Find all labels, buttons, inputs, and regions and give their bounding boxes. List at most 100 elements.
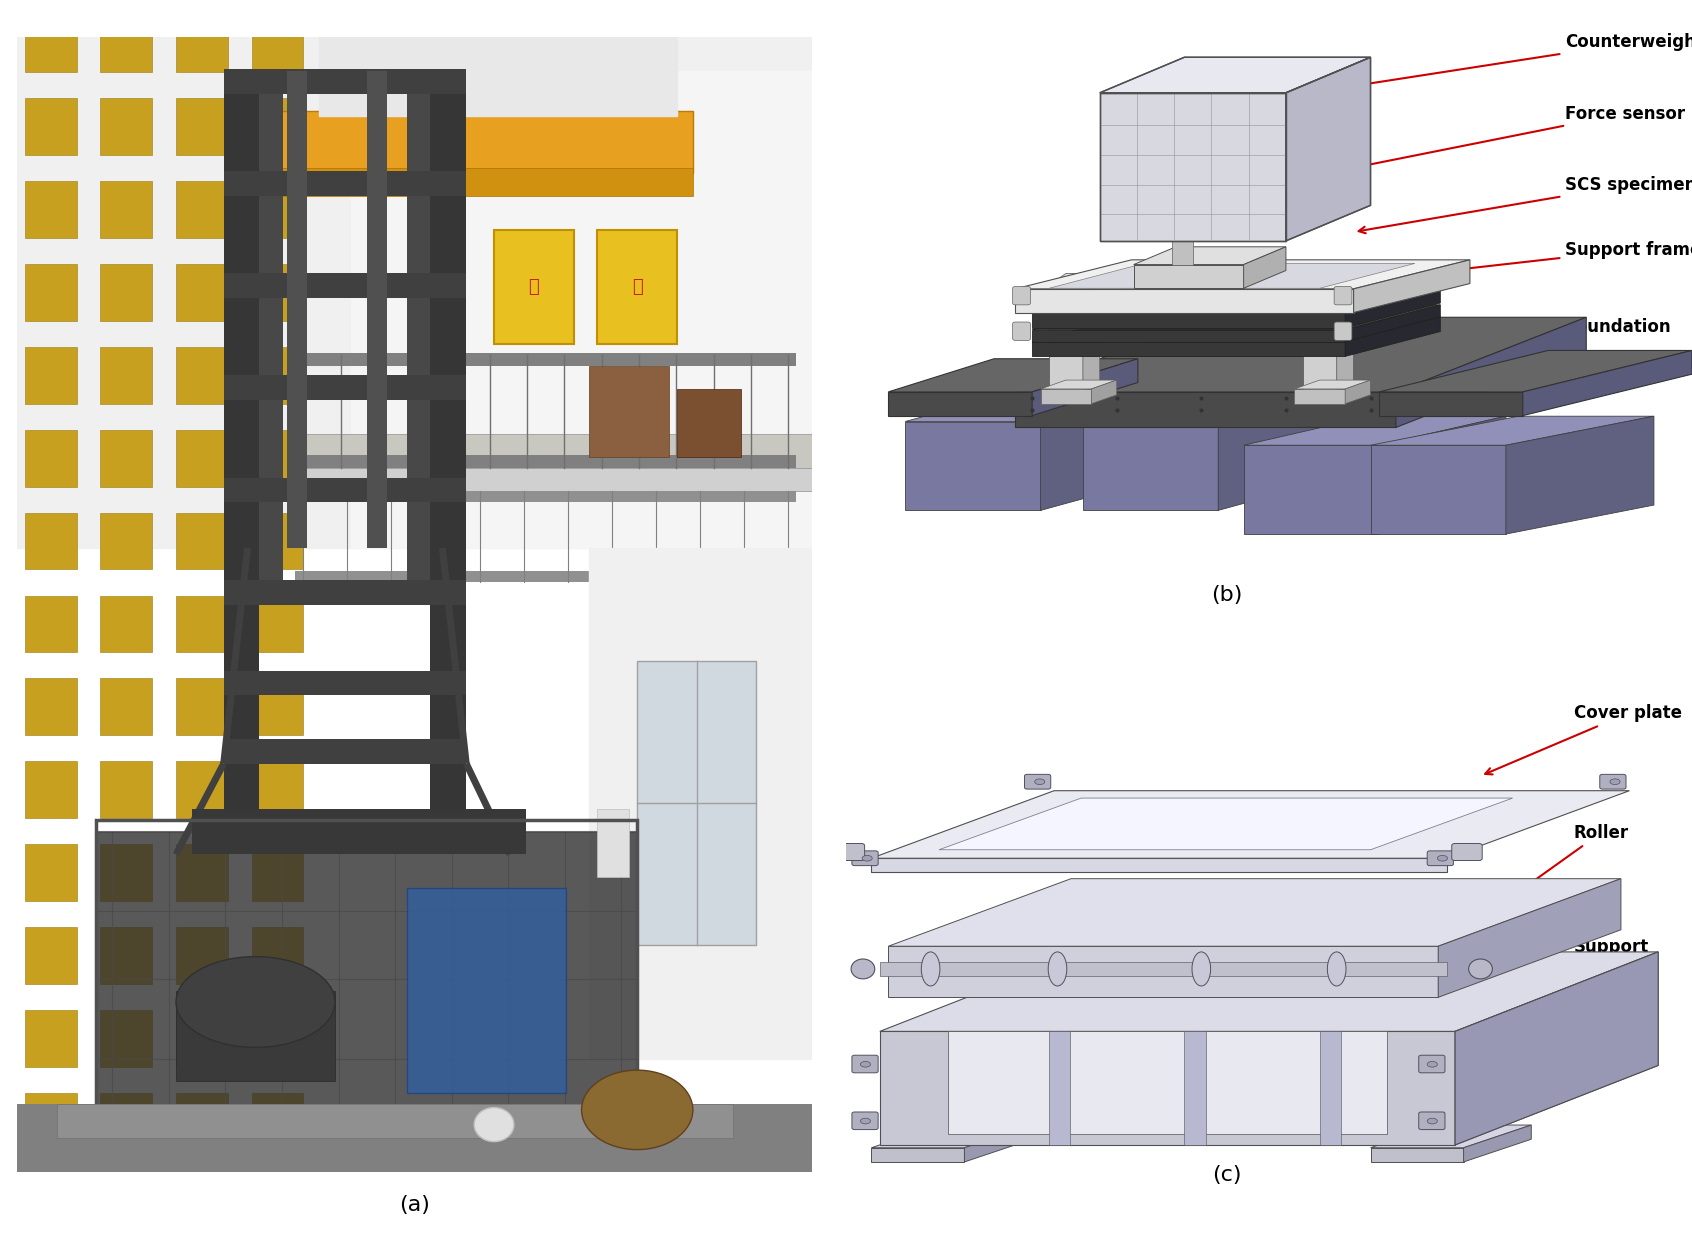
Bar xyxy=(430,72,467,832)
Bar xyxy=(223,69,467,94)
Bar xyxy=(176,429,228,486)
Bar xyxy=(252,1009,303,1066)
Polygon shape xyxy=(905,422,1041,511)
Bar xyxy=(56,1104,733,1138)
Polygon shape xyxy=(1438,879,1621,997)
Polygon shape xyxy=(1032,317,1440,342)
Bar xyxy=(176,347,228,404)
Bar xyxy=(294,455,797,469)
Polygon shape xyxy=(1041,380,1117,389)
Polygon shape xyxy=(880,951,1658,1032)
Text: (a): (a) xyxy=(399,1195,430,1215)
Ellipse shape xyxy=(920,951,941,986)
Polygon shape xyxy=(1032,342,1345,357)
Bar xyxy=(252,1093,303,1150)
Bar xyxy=(100,596,152,653)
Text: Counterweight: Counterweight xyxy=(1257,33,1692,104)
Bar xyxy=(176,761,228,818)
Bar xyxy=(17,1104,812,1172)
Bar xyxy=(176,1093,228,1150)
Bar xyxy=(25,761,76,818)
Bar xyxy=(252,927,303,983)
FancyBboxPatch shape xyxy=(1333,286,1352,305)
Polygon shape xyxy=(1371,445,1506,534)
Ellipse shape xyxy=(582,1070,692,1150)
Ellipse shape xyxy=(860,1061,870,1067)
Ellipse shape xyxy=(860,1118,870,1124)
Polygon shape xyxy=(1015,392,1396,427)
FancyBboxPatch shape xyxy=(1599,775,1626,789)
Polygon shape xyxy=(1015,317,1585,392)
Polygon shape xyxy=(1379,392,1523,416)
Bar xyxy=(176,264,228,321)
Bar xyxy=(100,1009,152,1066)
Text: (c): (c) xyxy=(1211,1165,1242,1185)
Polygon shape xyxy=(1100,57,1371,93)
Ellipse shape xyxy=(1426,1118,1438,1124)
Bar xyxy=(406,888,565,1093)
Bar xyxy=(25,429,76,486)
Bar xyxy=(871,859,1447,872)
Bar xyxy=(25,512,76,569)
Bar xyxy=(252,16,303,73)
Bar xyxy=(100,264,152,321)
Bar xyxy=(223,72,259,832)
Bar xyxy=(100,679,152,735)
Polygon shape xyxy=(871,1148,964,1162)
Text: 时: 时 xyxy=(528,278,540,296)
Polygon shape xyxy=(1345,317,1440,357)
Bar xyxy=(176,596,228,653)
FancyBboxPatch shape xyxy=(1418,1112,1445,1129)
Polygon shape xyxy=(1303,274,1354,285)
Polygon shape xyxy=(1032,313,1345,328)
Ellipse shape xyxy=(1426,1061,1438,1067)
Polygon shape xyxy=(1371,416,1653,445)
FancyBboxPatch shape xyxy=(834,844,865,860)
Polygon shape xyxy=(1379,350,1692,392)
Polygon shape xyxy=(1303,285,1337,392)
FancyBboxPatch shape xyxy=(851,1112,878,1129)
Text: Roller: Roller xyxy=(1509,824,1629,898)
Bar xyxy=(252,429,303,486)
Polygon shape xyxy=(1015,260,1470,289)
Text: Force sensor: Force sensor xyxy=(1274,105,1685,185)
Text: 刻: 刻 xyxy=(631,278,643,296)
Ellipse shape xyxy=(1047,951,1068,986)
Bar xyxy=(25,347,76,404)
Bar xyxy=(589,548,812,1059)
Polygon shape xyxy=(1345,380,1371,404)
Bar xyxy=(25,264,76,321)
Polygon shape xyxy=(1379,416,1506,534)
Bar xyxy=(191,810,526,854)
Bar xyxy=(100,181,152,238)
Bar xyxy=(294,491,797,502)
Polygon shape xyxy=(905,392,1147,422)
Bar xyxy=(223,739,467,764)
Ellipse shape xyxy=(1438,855,1448,861)
Polygon shape xyxy=(888,359,1137,392)
Polygon shape xyxy=(1371,1148,1464,1162)
Bar xyxy=(25,1009,76,1066)
Bar xyxy=(223,375,467,400)
Bar xyxy=(176,1009,228,1066)
Polygon shape xyxy=(1083,274,1100,392)
Bar xyxy=(176,927,228,983)
Bar xyxy=(677,389,741,457)
FancyBboxPatch shape xyxy=(1333,322,1352,341)
Bar xyxy=(25,99,76,155)
Bar xyxy=(255,111,694,173)
Bar xyxy=(17,37,812,548)
Bar xyxy=(25,596,76,653)
Ellipse shape xyxy=(851,959,875,979)
Bar xyxy=(320,37,677,116)
Polygon shape xyxy=(1345,289,1440,328)
Polygon shape xyxy=(1049,285,1083,392)
Polygon shape xyxy=(1371,1125,1531,1148)
Bar xyxy=(223,580,467,605)
Bar xyxy=(589,366,668,457)
FancyBboxPatch shape xyxy=(1024,775,1051,789)
Polygon shape xyxy=(1455,951,1658,1145)
Bar xyxy=(176,181,228,238)
Bar xyxy=(100,844,152,901)
Polygon shape xyxy=(871,791,1629,859)
